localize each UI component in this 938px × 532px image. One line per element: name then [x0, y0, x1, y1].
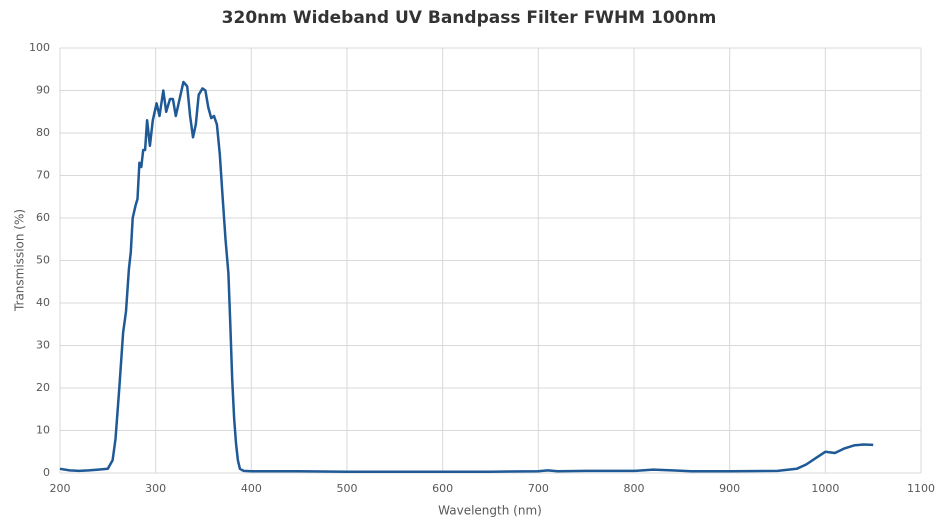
x-tick-label: 600	[432, 482, 453, 495]
y-axis-title: Transmission (%)	[13, 209, 27, 312]
x-tick-label: 700	[528, 482, 549, 495]
data-line	[59, 80, 874, 473]
x-tick-label: 900	[719, 482, 740, 495]
y-tick-label: 50	[36, 254, 50, 267]
x-tick-label: 1100	[907, 482, 935, 495]
y-tick-label: 30	[36, 339, 50, 352]
x-tick-label: 500	[337, 482, 358, 495]
y-tick-label: 70	[36, 169, 50, 182]
y-tick-label: 20	[36, 381, 50, 394]
x-axis-title: Wavelength (nm)	[438, 504, 542, 518]
x-tick-label: 300	[145, 482, 166, 495]
x-tick-label: 200	[50, 482, 71, 495]
chart-title: 320nm Wideband UV Bandpass Filter FWHM 1…	[222, 8, 717, 28]
x-tick-label: 800	[624, 482, 645, 495]
y-tick-label: 0	[43, 466, 50, 479]
y-tick-label: 60	[36, 211, 50, 224]
x-tick-label: 400	[241, 482, 262, 495]
y-tick-label: 10	[36, 424, 50, 437]
x-tick-label: 1000	[811, 482, 839, 495]
y-tick-label: 40	[36, 296, 50, 309]
y-tick-label: 80	[36, 126, 50, 139]
y-tick-label: 90	[36, 84, 50, 97]
y-tick-label: 100	[29, 41, 50, 54]
